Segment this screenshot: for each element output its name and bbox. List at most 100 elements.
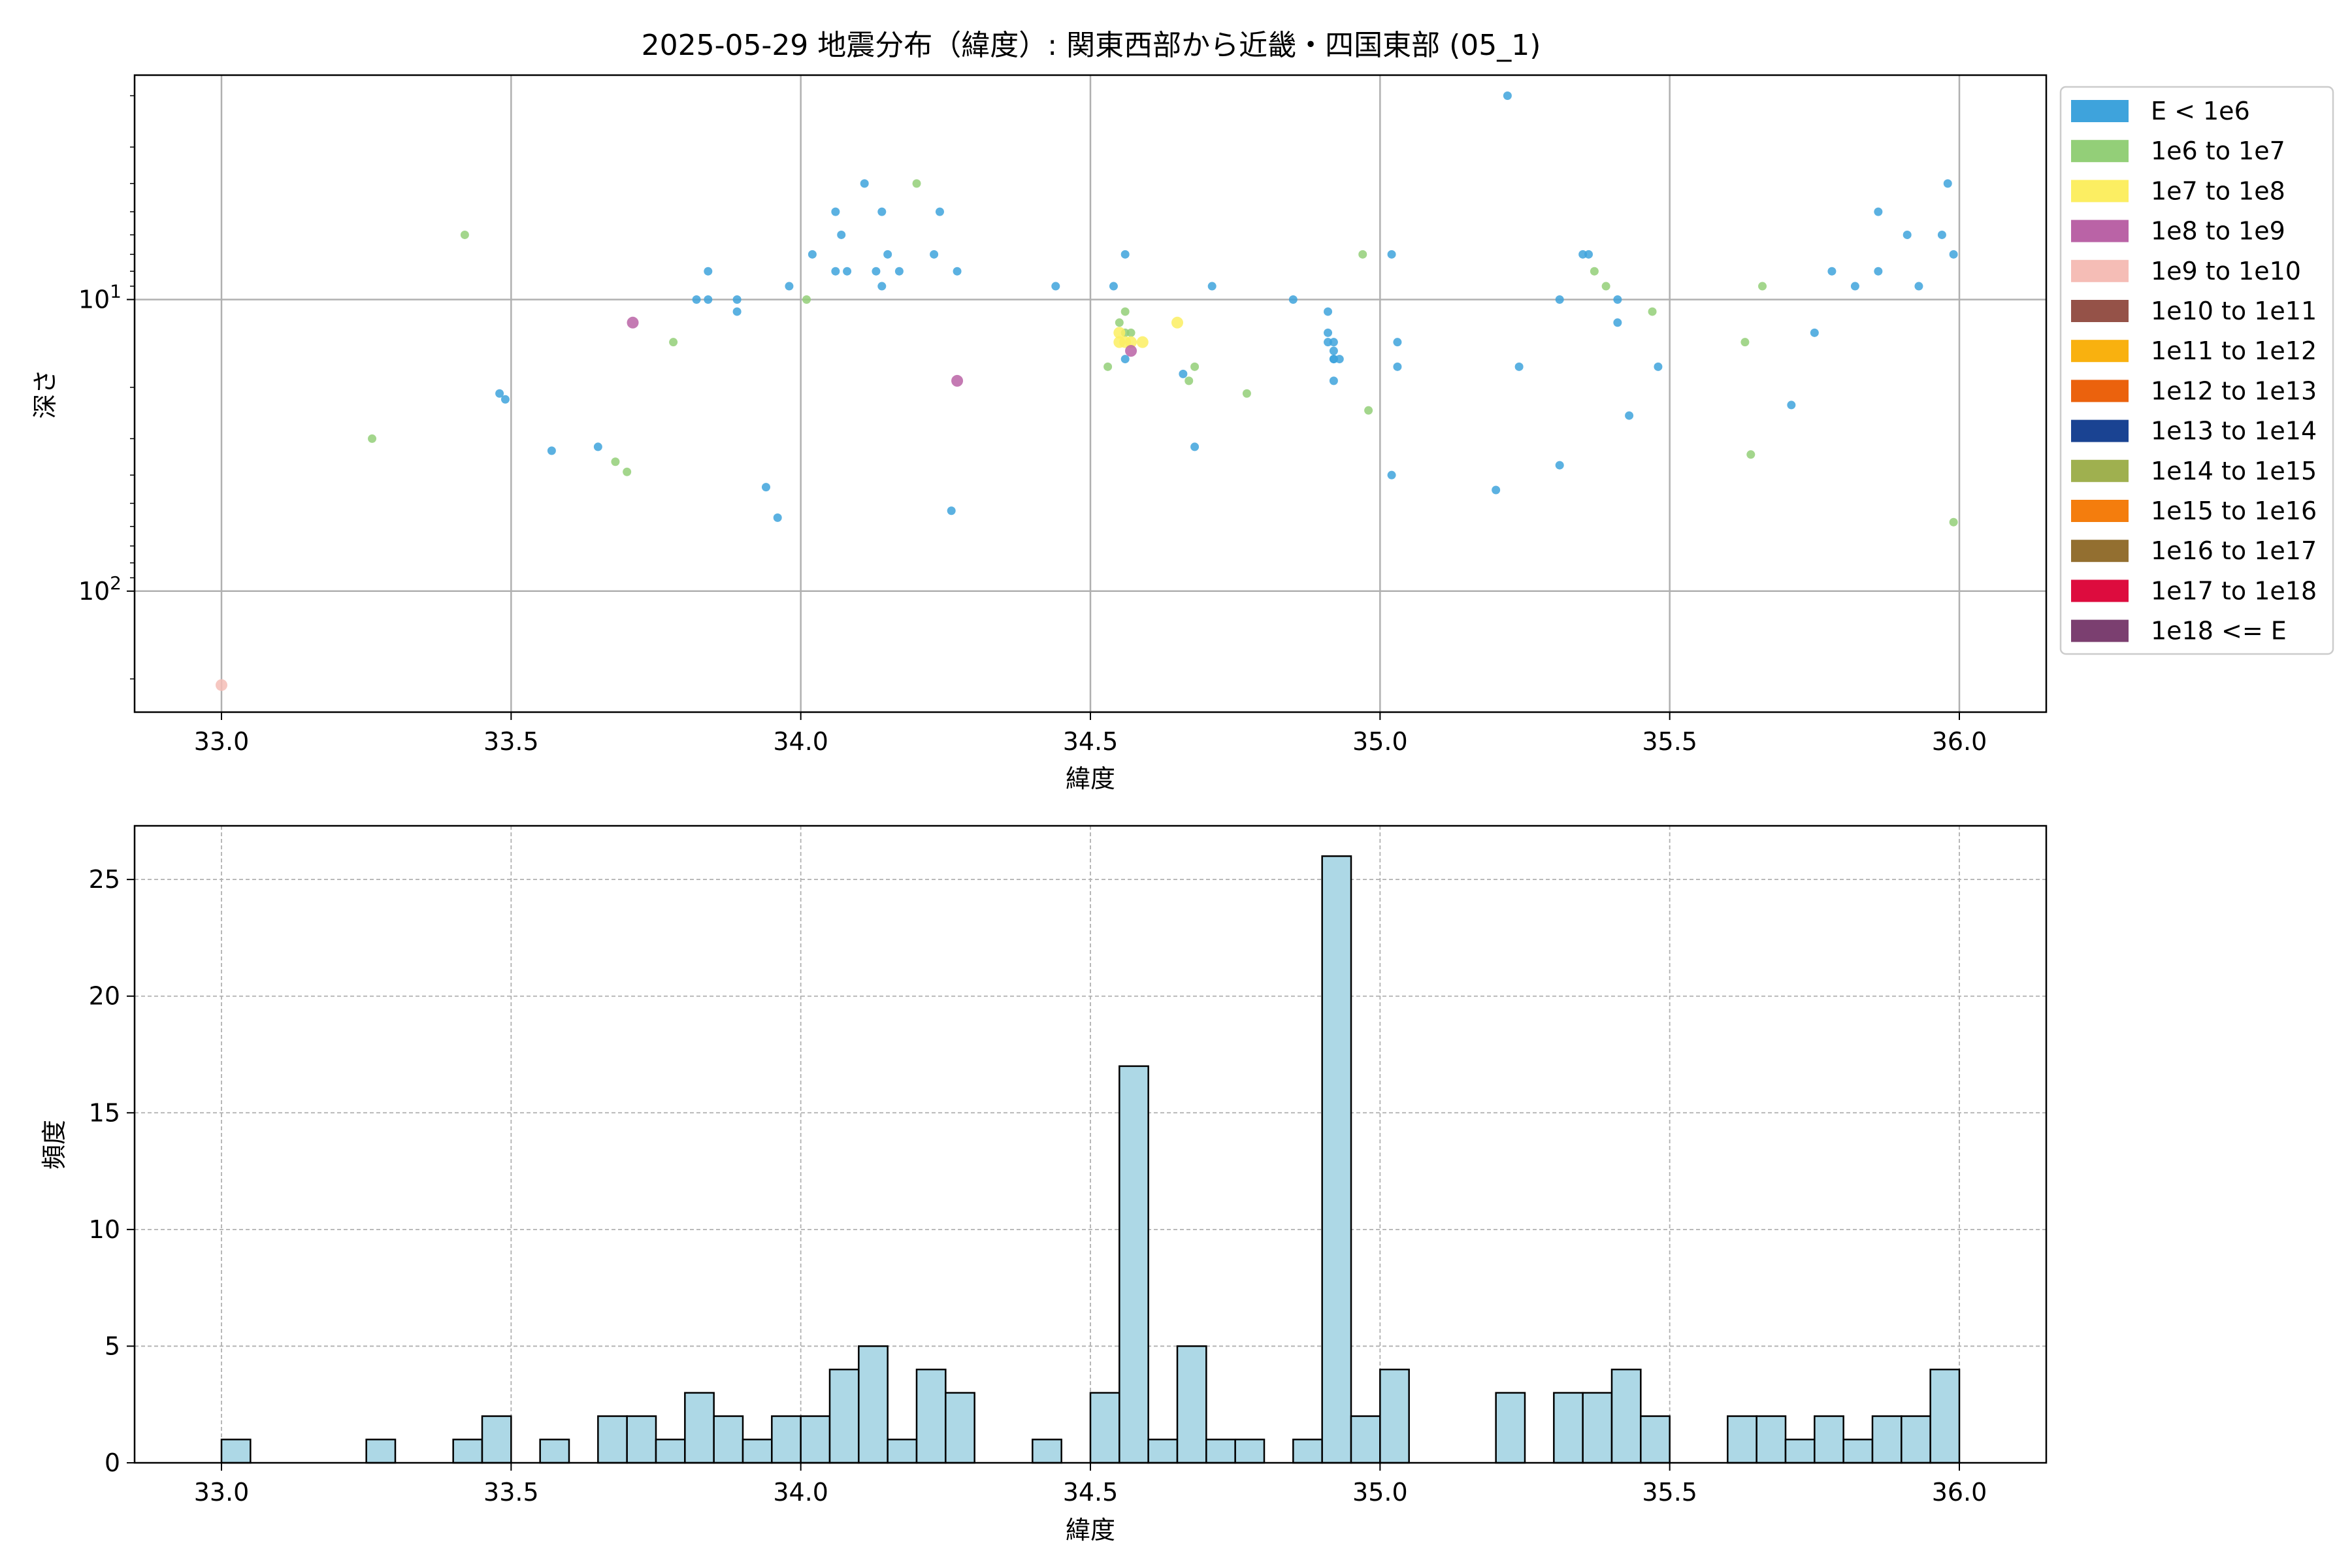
scatter-gridlines	[135, 75, 2046, 712]
scatter-point	[1387, 470, 1396, 480]
scatter-point	[935, 207, 944, 216]
histogram-x-ticks: 33.0 33.5 34.0 34.5 35.0 35.5 36.0	[194, 1463, 1987, 1507]
histogram-bar	[1901, 1415, 1931, 1464]
scatter-point	[773, 513, 782, 522]
scatter-point	[1584, 250, 1593, 259]
scatter-point	[1335, 355, 1344, 364]
scatter-point	[785, 282, 794, 291]
scatter-point	[1613, 318, 1622, 327]
histogram-bar	[220, 1439, 252, 1464]
scatter-point	[1115, 318, 1124, 327]
scatter-point	[1120, 355, 1130, 364]
histogram-bar	[800, 1415, 831, 1464]
histogram-x-tick-label: 34.5	[1063, 1478, 1119, 1507]
legend-label: 1e18 <= E	[2151, 617, 2287, 645]
scatter-point	[1120, 250, 1130, 259]
scatter-point	[1190, 442, 1200, 451]
scatter-x-tick-label: 33.0	[194, 727, 250, 756]
histogram-bar	[742, 1439, 773, 1464]
scatter-point	[1103, 362, 1113, 371]
scatter-point	[1746, 450, 1756, 459]
histogram-x-tick-label: 35.0	[1352, 1478, 1408, 1507]
scatter-point	[1601, 282, 1610, 291]
scatter-point	[1109, 282, 1118, 291]
scatter-point	[627, 316, 639, 329]
histogram-x-tick-label: 33.5	[483, 1478, 539, 1507]
scatter-x-tick-label: 35.0	[1352, 727, 1408, 756]
scatter-point	[837, 230, 846, 239]
histogram-bar	[1176, 1345, 1207, 1464]
scatter-point	[1288, 295, 1298, 304]
scatter-y-tick-exponent: 1	[110, 280, 122, 302]
histogram-bar	[1032, 1439, 1062, 1464]
legend-swatch	[2071, 220, 2129, 242]
scatter-point	[692, 295, 701, 304]
histogram-bar	[1553, 1392, 1584, 1464]
legend-label: 1e10 to 1e11	[2151, 297, 2317, 325]
histogram-bar	[1234, 1439, 1266, 1464]
scatter-point	[1190, 362, 1200, 371]
scatter-x-axis-label: 緯度	[1066, 764, 1115, 793]
scatter-point	[877, 207, 887, 216]
histogram-bar	[1582, 1392, 1613, 1464]
histogram-bar	[1784, 1439, 1816, 1464]
histogram-bar	[1727, 1415, 1757, 1464]
histogram-bar	[1205, 1439, 1236, 1464]
scatter-x-tick-label: 34.5	[1063, 727, 1119, 756]
legend-swatch	[2071, 340, 2129, 363]
legend-swatch	[2071, 459, 2129, 482]
scatter-point	[704, 267, 713, 276]
scatter-point	[1810, 328, 1819, 337]
scatter-y-tick-label: 102	[78, 572, 122, 606]
scatter-point	[1648, 307, 1657, 316]
legend: E < 1e6 1e6 to 1e7 1e7 to 1e8 1e8 to 1e9 1e9…	[2059, 86, 2334, 655]
scatter-point	[460, 230, 469, 239]
scatter-point	[500, 395, 510, 404]
histogram-bar	[1610, 1368, 1642, 1464]
histogram-bar	[1756, 1415, 1787, 1464]
scatter-point	[1613, 295, 1622, 304]
scatter-point	[1827, 267, 1837, 276]
histogram-x-tick-label: 34.0	[773, 1478, 828, 1507]
histogram-bar	[1089, 1392, 1120, 1464]
scatter-point	[1874, 267, 1883, 276]
histogram-bar	[915, 1368, 947, 1464]
scatter-point	[1914, 282, 1923, 291]
histogram-bar	[539, 1439, 570, 1464]
scatter-point	[216, 679, 227, 691]
scatter-point	[1555, 295, 1564, 304]
scatter-point	[802, 295, 811, 304]
scatter-point	[1903, 230, 1912, 239]
scatter-point	[1125, 345, 1137, 357]
histogram-x-tick-label: 35.5	[1642, 1478, 1697, 1507]
histogram-bar	[452, 1439, 483, 1464]
histogram-bar	[945, 1392, 975, 1464]
scatter-y-tick-exponent: 2	[110, 572, 122, 594]
scatter-point	[1324, 328, 1333, 337]
scatter-point	[1179, 369, 1188, 378]
histogram-y-axis-label: 頻度	[40, 1120, 69, 1169]
histogram-bar	[1842, 1439, 1874, 1464]
histogram-bar	[1147, 1439, 1179, 1464]
histogram-bar	[481, 1415, 512, 1464]
histogram-bar	[655, 1439, 686, 1464]
scatter-points	[216, 91, 1958, 691]
legend-frame	[2059, 86, 2334, 655]
scatter-point	[1136, 336, 1149, 348]
histogram-panel: 33.0 33.5 34.0 34.5 35.0 35.5 36.0 0510152025 …	[40, 825, 2048, 1544]
scatter-point	[1184, 376, 1194, 385]
scatter-point	[1590, 267, 1599, 276]
legend-swatch	[2071, 140, 2129, 163]
histogram-bar	[1119, 1065, 1149, 1464]
histogram-y-ticks: 0 5 10 15 20 25	[89, 865, 135, 1477]
legend-swatch	[2071, 380, 2129, 402]
histogram-bar	[1814, 1415, 1844, 1464]
scatter-point	[1393, 362, 1402, 371]
legend-label: 1e7 to 1e8	[2151, 176, 2285, 205]
histogram-y-tick-label: 0	[105, 1448, 120, 1477]
histogram-x-tick-label: 36.0	[1932, 1478, 1987, 1507]
scatter-point	[953, 267, 962, 276]
legend-swatch	[2071, 259, 2129, 282]
scatter-point	[894, 267, 904, 276]
